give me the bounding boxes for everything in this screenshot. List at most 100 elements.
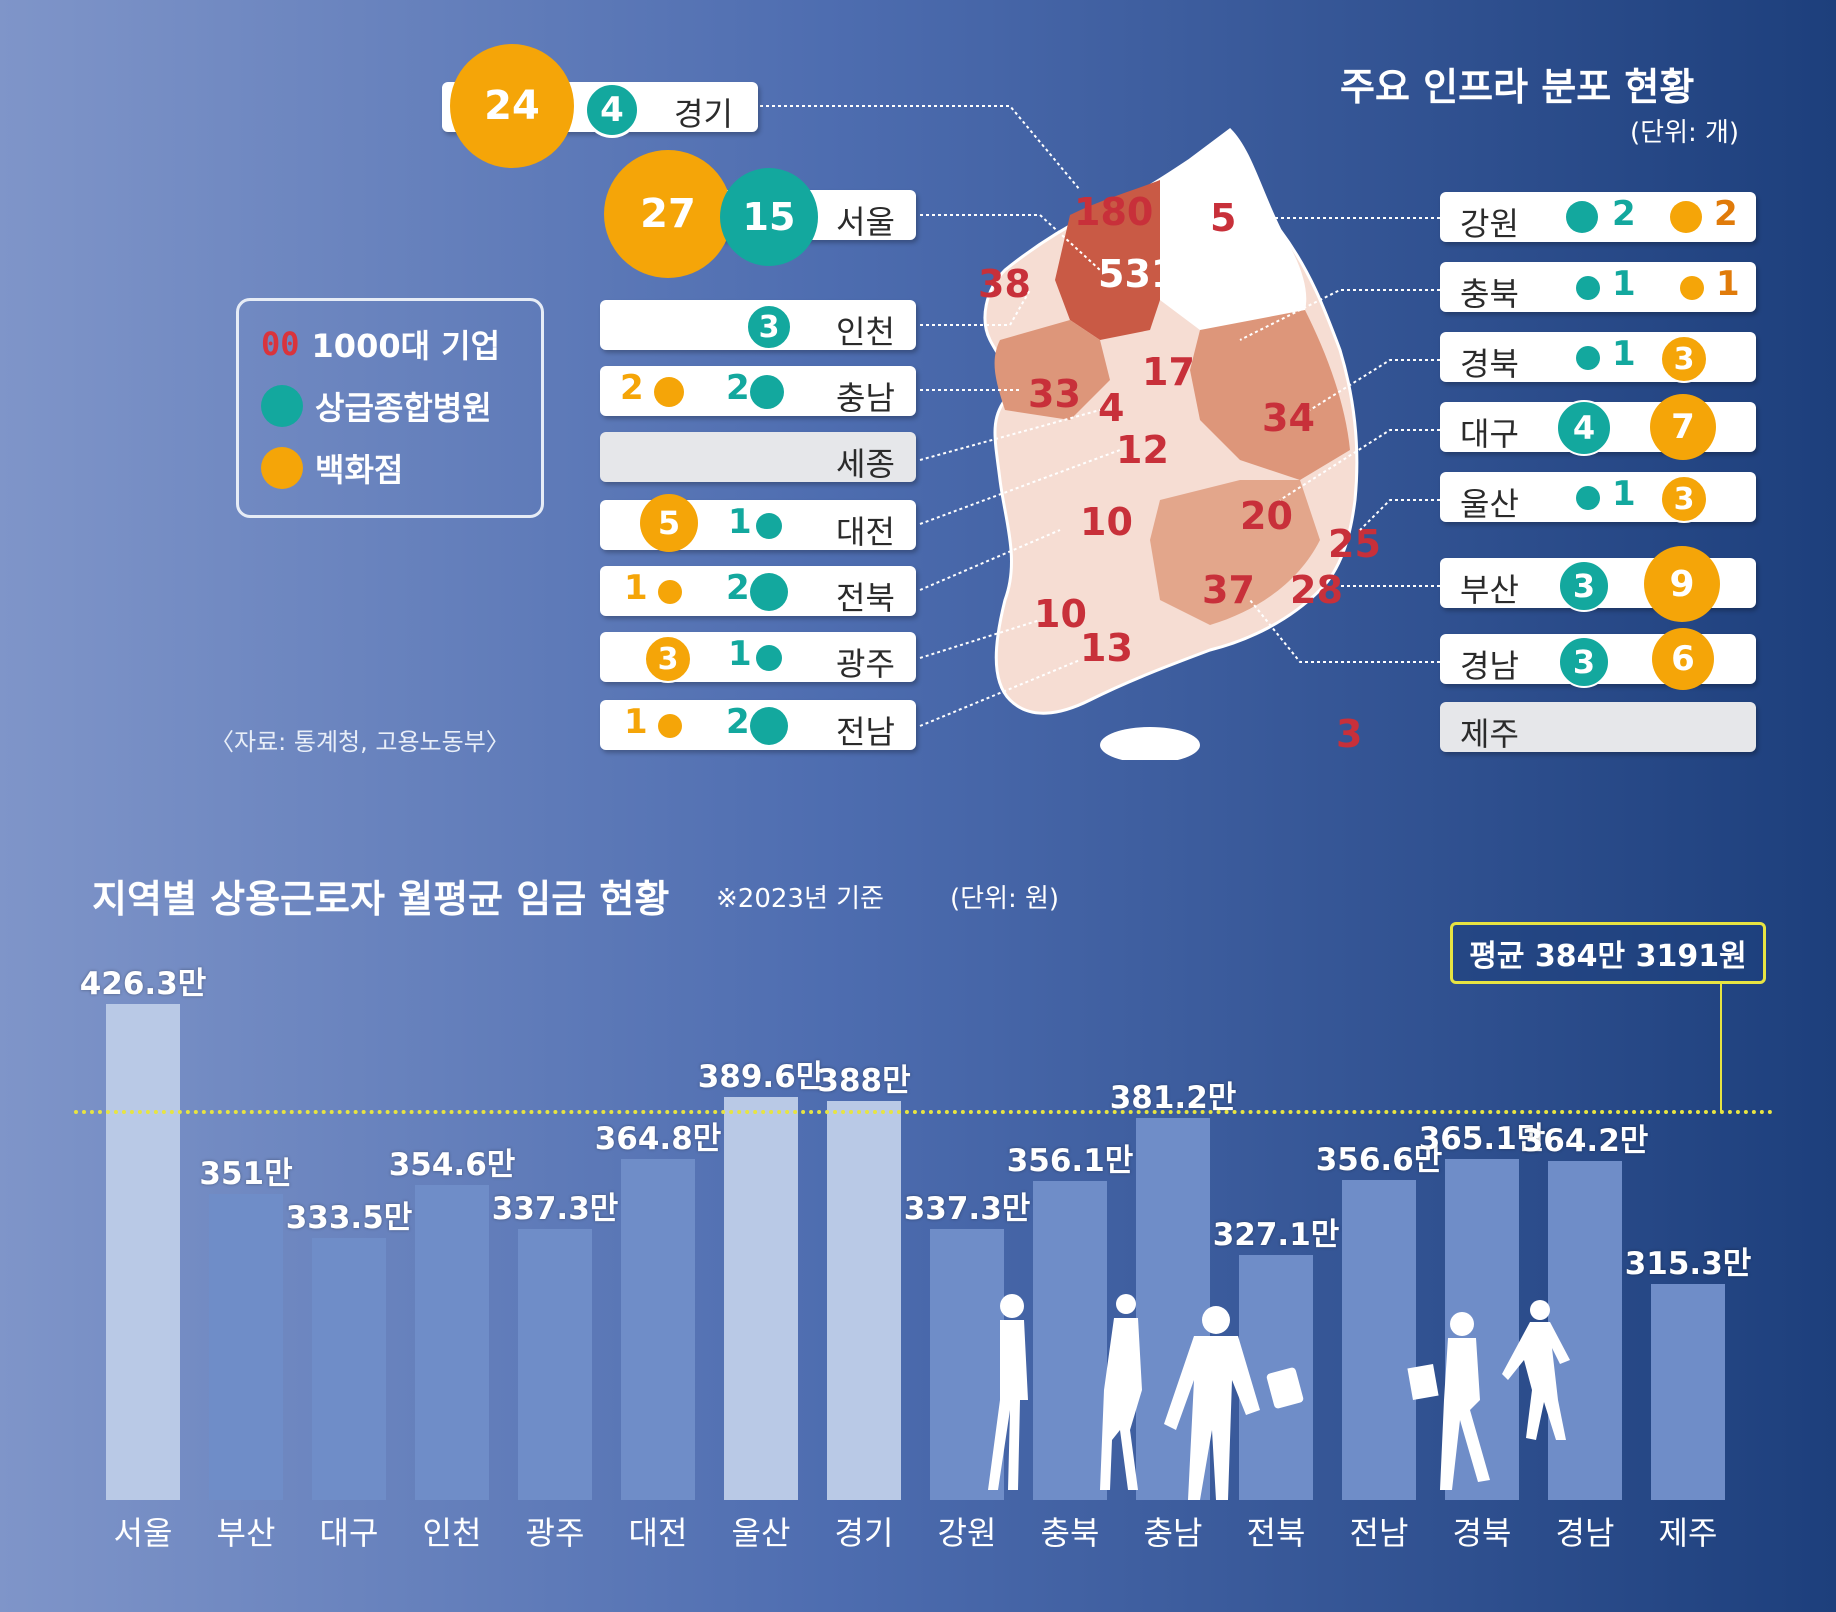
company-count-gangwon: 5 xyxy=(1210,196,1237,240)
hospital-count-gyeongnam: 3 xyxy=(1558,636,1610,688)
hospital-count-daegu: 4 xyxy=(1556,400,1612,456)
leader-daegu xyxy=(1279,429,1440,501)
hospital-dot-icon xyxy=(1576,276,1600,300)
category-label: 울산 xyxy=(731,1514,791,1552)
store-dot-icon xyxy=(658,714,682,738)
chart-unit: (단위: 원) xyxy=(950,884,1060,914)
legend-hospital: 상급종합병원 xyxy=(261,383,492,429)
store-count-chungbuk: 1 xyxy=(1716,264,1740,304)
hospital-count-gyeonggi: 4 xyxy=(584,82,640,138)
data-source: 〈자료: 통계청, 고용노동부〉 xyxy=(210,728,510,756)
leader-gyeongnam xyxy=(1249,599,1440,663)
region-name: 인천 xyxy=(836,313,895,351)
bar-value-label: 365.1만 xyxy=(1418,1120,1546,1157)
bag-icon xyxy=(1266,1367,1304,1409)
hospital-dot-icon xyxy=(1576,486,1600,510)
region-name: 서울 xyxy=(836,203,895,241)
company-count-chungnam: 33 xyxy=(1028,372,1081,416)
bar-value-label: 337.3만 xyxy=(491,1190,619,1227)
bar-4 xyxy=(518,1228,592,1500)
hospital-count-busan: 3 xyxy=(1558,560,1610,612)
region-gangwon xyxy=(1160,130,1307,330)
hospital-count-chungbuk: 1 xyxy=(1612,264,1636,304)
region-pill-chungbuk: 충북 1 1 xyxy=(1440,262,1756,313)
store-dot-icon xyxy=(654,377,684,407)
chart-note: ※2023년 기준 xyxy=(716,884,884,914)
leader-line-group xyxy=(760,105,1440,727)
hospital-dot-icon xyxy=(756,513,782,539)
company-count-sejong: 4 xyxy=(1098,386,1125,430)
hospital-dot-icon xyxy=(750,375,784,409)
leader-incheon xyxy=(920,289,1031,326)
company-count-daegu: 20 xyxy=(1240,494,1293,538)
hospital-count-ulsan: 1 xyxy=(1612,474,1636,514)
bar-7 xyxy=(827,1100,901,1500)
hospital-dot-icon xyxy=(750,573,788,611)
average-connector xyxy=(1720,981,1722,1111)
company-count-incheon: 38 xyxy=(978,262,1031,306)
category-label: 전남 xyxy=(1349,1514,1409,1552)
person-head xyxy=(1116,1294,1136,1314)
region-pill-gangwon: 강원 2 2 xyxy=(1440,192,1756,243)
category-label: 전북 xyxy=(1246,1514,1306,1552)
company-count-jeonnam: 13 xyxy=(1080,626,1133,670)
hospital-count-jeonnam: 2 xyxy=(726,702,750,742)
company-count-jeonbuk: 10 xyxy=(1080,500,1133,544)
person-head xyxy=(1000,1294,1024,1318)
hospital-count-chungnam: 2 xyxy=(726,368,750,408)
company-count-chungbuk: 17 xyxy=(1142,350,1195,394)
region-pill-sejong: 세종 xyxy=(600,432,916,483)
category-label: 대전 xyxy=(628,1514,688,1552)
hospital-dot-icon xyxy=(1566,201,1598,233)
region-name: 충북 xyxy=(1460,275,1519,313)
person-body xyxy=(1440,1338,1490,1490)
region-name: 세종 xyxy=(836,445,895,483)
category-label: 경남 xyxy=(1555,1514,1615,1552)
people-group xyxy=(988,1294,1570,1500)
bar-15 xyxy=(1651,1284,1725,1500)
region-chungnam xyxy=(994,320,1110,420)
company-count-gyeonggi: 180 xyxy=(1074,190,1154,234)
category-label: 경북 xyxy=(1452,1514,1512,1552)
paper-icon xyxy=(1407,1363,1439,1401)
region-pill-jeonbuk: 전북 1 2 xyxy=(600,566,916,617)
person-body xyxy=(1502,1322,1570,1440)
bar-6 xyxy=(724,1096,798,1500)
hospital-dot-icon xyxy=(1576,346,1600,370)
store-count-busan: 9 xyxy=(1644,546,1720,622)
leader-gyeongbuk xyxy=(1309,359,1440,411)
region-name: 제주 xyxy=(1460,715,1519,753)
bar-value-label: 381.2만 xyxy=(1109,1079,1237,1116)
region-pill-chungnam: 충남 2 2 xyxy=(600,366,916,417)
average-box: 평균 384만 3191원 xyxy=(1450,922,1766,984)
store-dot-icon xyxy=(261,447,303,489)
store-count-ulsan: 3 xyxy=(1660,475,1708,523)
map-title: 주요 인프라 분포 현황 xyxy=(1340,65,1695,109)
leader-gwangju xyxy=(919,619,1041,659)
region-name: 강원 xyxy=(1460,205,1519,243)
company-count-gwangju: 10 xyxy=(1034,592,1087,636)
person-head xyxy=(1530,1300,1550,1320)
bar-value-label: 337.3만 xyxy=(903,1190,1031,1227)
region-gyeongbuk xyxy=(1190,310,1350,480)
bar-value-label: 315.3만 xyxy=(1624,1246,1752,1283)
company-count-jeju: 3 xyxy=(1336,712,1363,756)
bar-2 xyxy=(312,1238,386,1500)
leader-lines xyxy=(760,105,1440,727)
hospital-dot-icon xyxy=(261,385,303,427)
company-rank-icon: 00 xyxy=(261,325,300,363)
company-count-daejeon: 12 xyxy=(1116,428,1169,472)
company-count-busan: 28 xyxy=(1290,568,1343,612)
region-pill-incheon: 인천 3 xyxy=(600,300,916,351)
hospital-count-gwangju: 1 xyxy=(728,634,752,674)
store-dot-icon xyxy=(1680,276,1704,300)
bar-value-label: 354.6만 xyxy=(388,1147,516,1184)
bar-value-label: 356.1만 xyxy=(1006,1143,1134,1180)
bar-value-label: 388만 xyxy=(817,1062,911,1099)
company-count-gyeongbuk: 34 xyxy=(1262,396,1315,440)
bar-value-label: 351만 xyxy=(199,1156,293,1193)
category-label: 부산 xyxy=(216,1514,276,1552)
region-name: 부산 xyxy=(1460,571,1519,609)
